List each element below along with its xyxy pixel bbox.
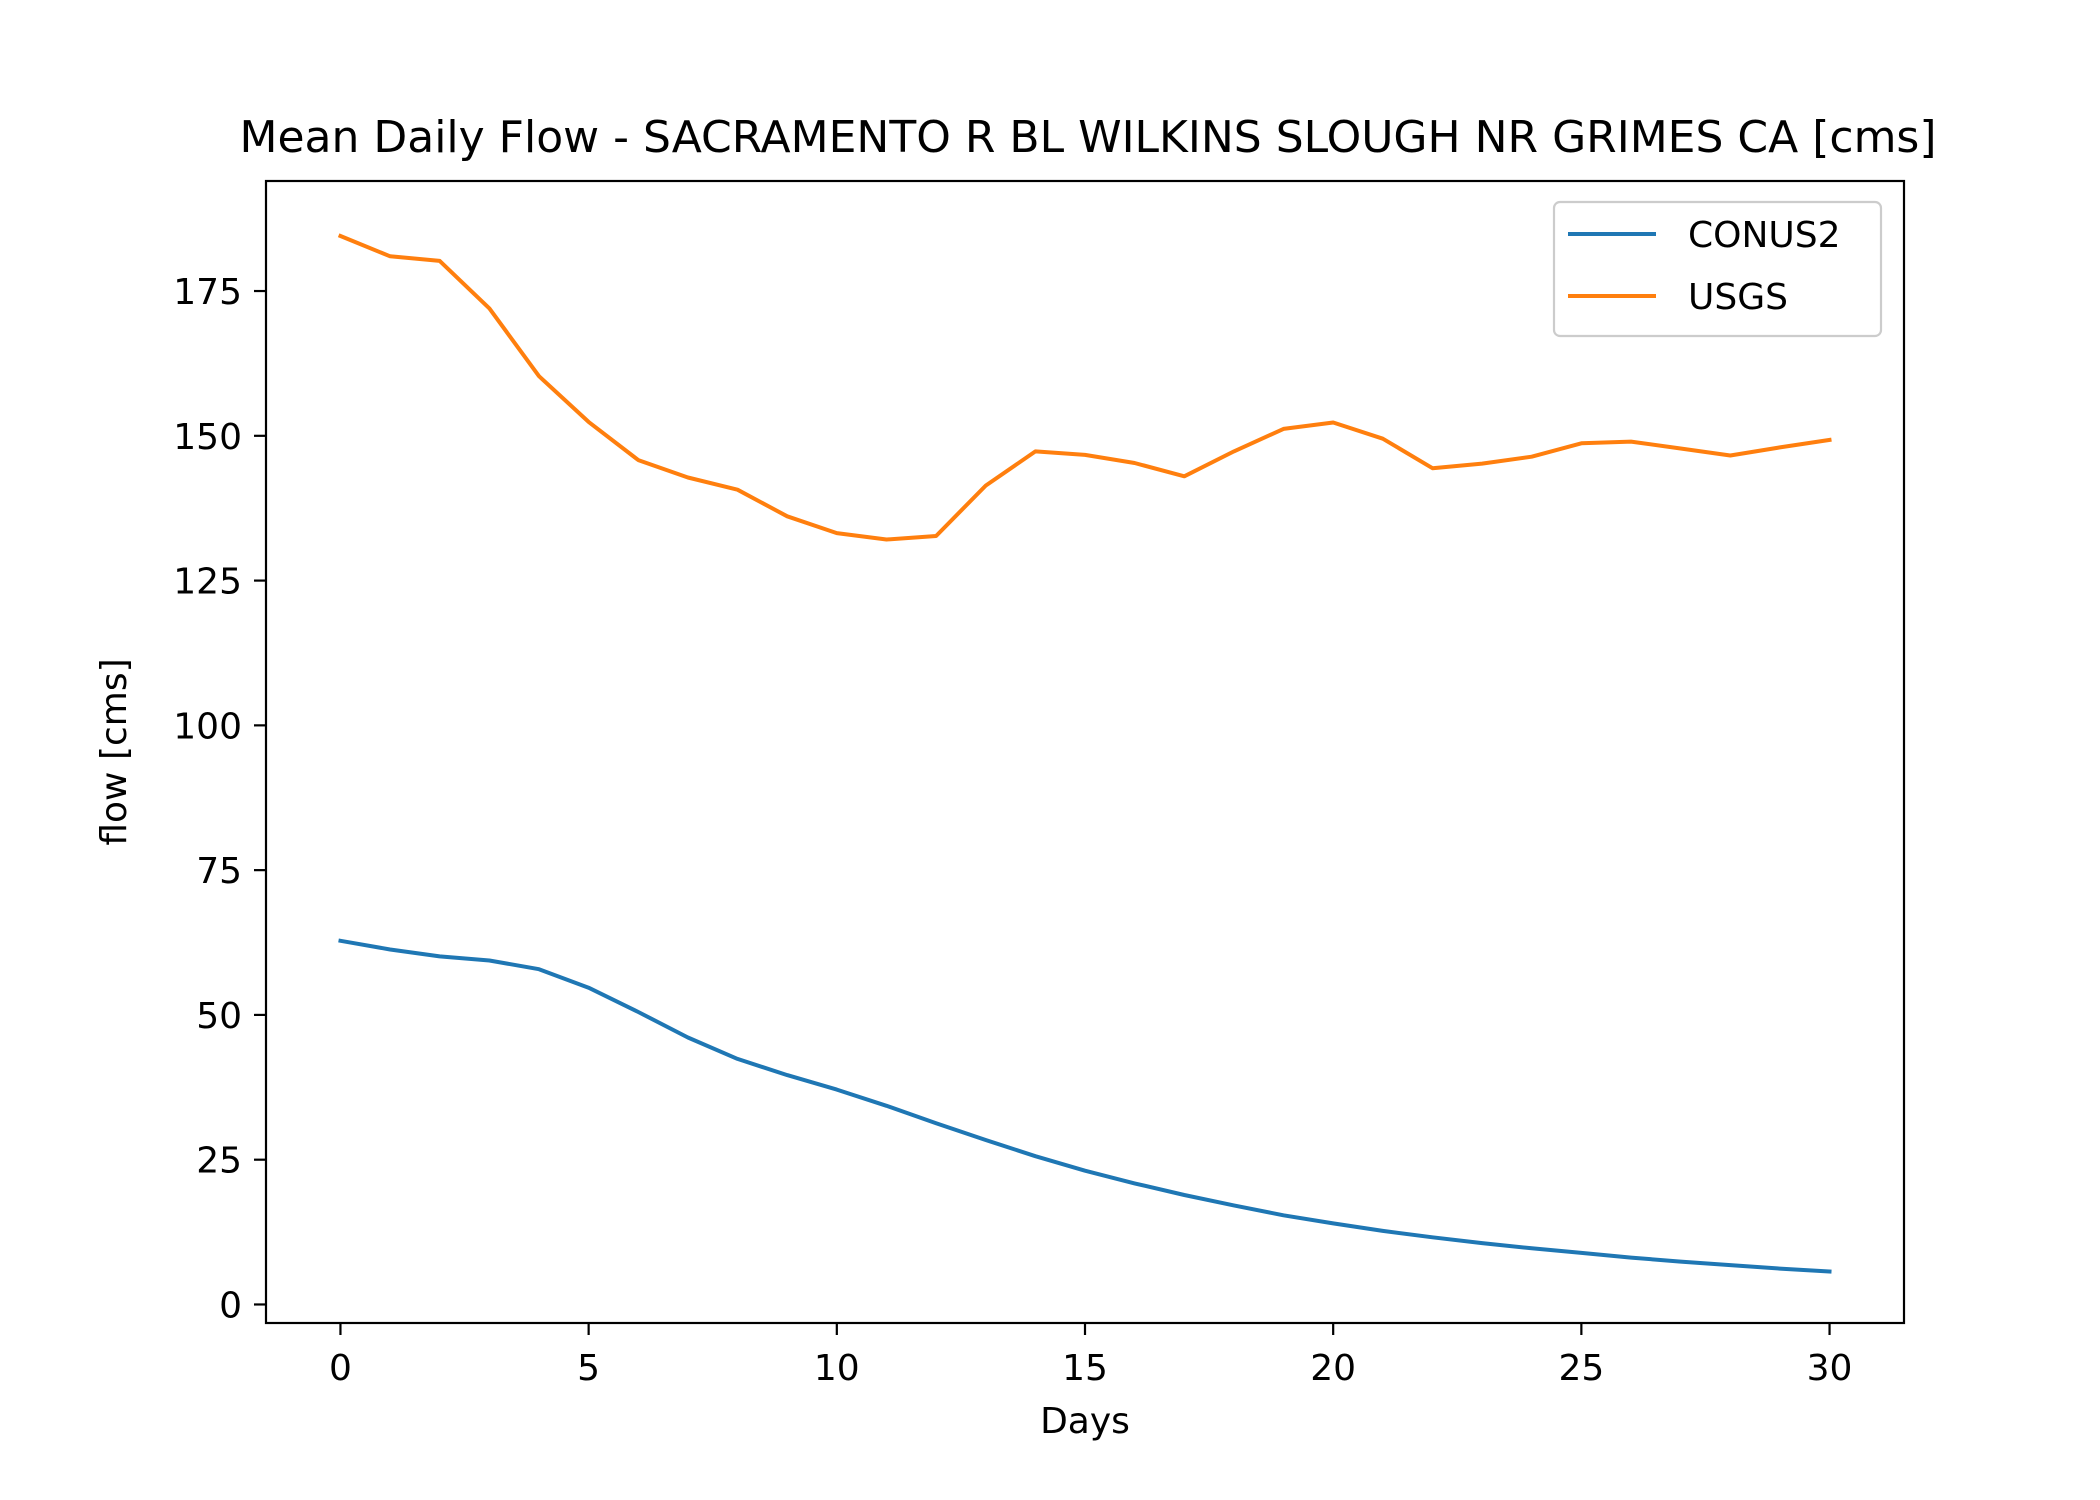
y-axis: 0 25 50 75 100 125 150 175 bbox=[173, 272, 266, 1326]
x-tick-label: 15 bbox=[1062, 1348, 1108, 1389]
y-tick-label: 50 bbox=[196, 996, 242, 1037]
y-tick-label: 125 bbox=[173, 562, 242, 603]
x-tick-label: 20 bbox=[1310, 1348, 1356, 1389]
x-tick-label: 10 bbox=[814, 1348, 860, 1389]
plot-background bbox=[266, 181, 1904, 1323]
y-tick-label: 0 bbox=[219, 1285, 242, 1326]
x-axis-label: Days bbox=[1040, 1401, 1130, 1442]
x-tick-label: 5 bbox=[577, 1348, 600, 1389]
x-tick-label: 30 bbox=[1807, 1348, 1853, 1389]
x-tick-label: 0 bbox=[329, 1348, 352, 1389]
series-line-conus2 bbox=[338, 938, 1832, 1274]
x-axis: 0 5 10 15 20 25 30 bbox=[329, 1323, 1852, 1389]
y-tick-label: 150 bbox=[173, 417, 242, 458]
x-tick-label: 25 bbox=[1558, 1348, 1604, 1389]
y-tick-label: 25 bbox=[196, 1141, 242, 1182]
y-tick-label: 75 bbox=[196, 851, 242, 892]
legend: CONUS2 USGS bbox=[1552, 200, 1883, 338]
legend-label-usgs: USGS bbox=[1688, 277, 1788, 318]
chart-title: Mean Daily Flow - SACRAMENTO R BL WILKIN… bbox=[239, 112, 1936, 163]
y-axis-label: flow [cms] bbox=[94, 658, 135, 845]
series-line-usgs bbox=[337, 233, 1832, 542]
y-tick-label: 100 bbox=[173, 706, 242, 747]
legend-label-conus2: CONUS2 bbox=[1688, 215, 1841, 256]
plot-area bbox=[266, 181, 1904, 1323]
y-tick-label: 175 bbox=[173, 272, 242, 313]
series-layer bbox=[337, 233, 1832, 1274]
